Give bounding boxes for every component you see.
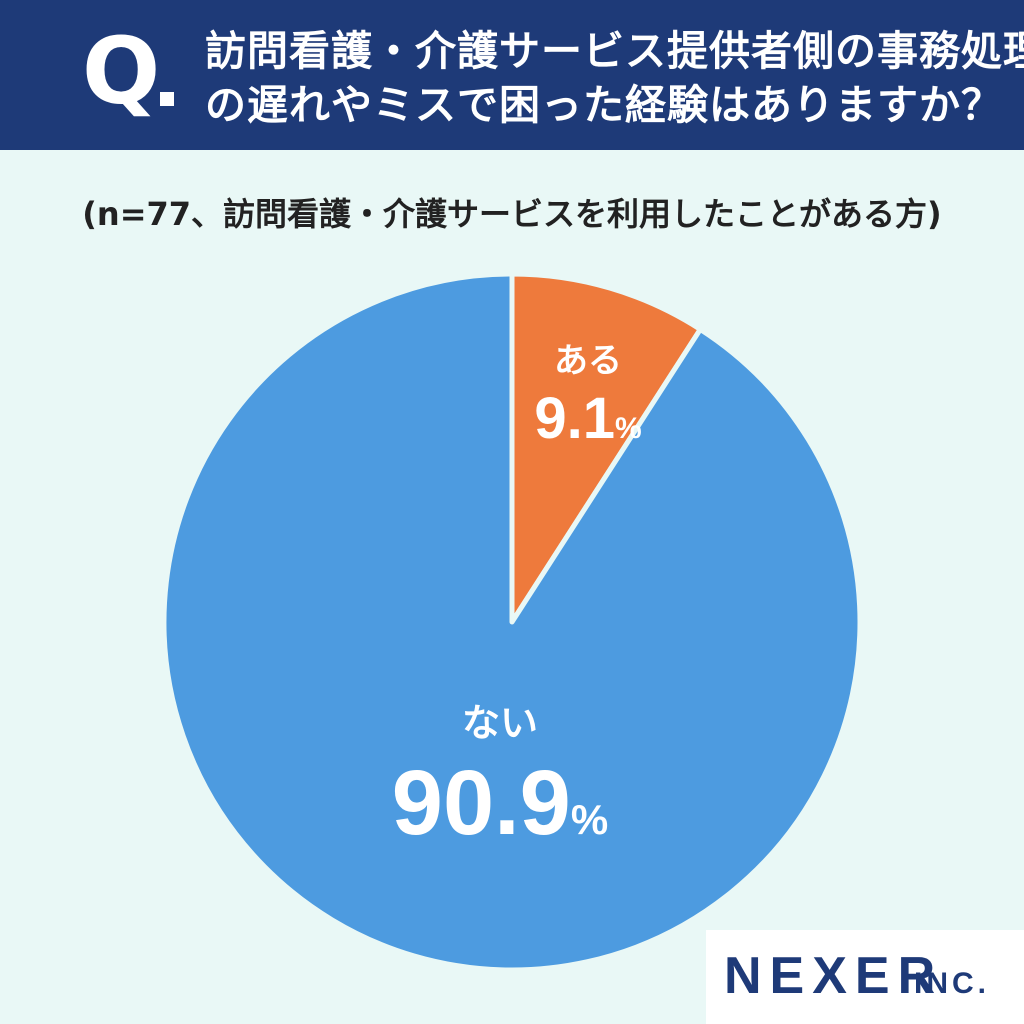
pie-slice-no [161,271,863,973]
slice-value-unit-yes: % [615,412,642,445]
logo-suffix: INC. [914,967,990,1000]
question-text: 訪問看護・介護サービス提供者側の事務処理 の遅れやミスで困った経験はありますか？ [205,24,1024,132]
question-mark-dot [160,92,174,106]
slice-value-number-no: 90.9 [392,752,571,854]
slice-value-yes: 9.1% [534,386,641,451]
slice-value-number-yes: 9.1 [534,386,615,451]
question-line-2: の遅れやミスで困った経験はありますか？ [205,81,1003,129]
slice-value-no: 90.9% [392,752,608,854]
logo-wordmark: NEXER [724,947,944,1005]
sample-note: (n=77、訪問看護・介護サービスを利用したことがある方) [82,195,942,233]
nexer-logo: NEXER INC. [706,930,1024,1024]
question-mark: Q [82,18,161,125]
pie-slice-yes [509,271,703,625]
question-line-1: 訪問看護・介護サービス提供者側の事務処理 [205,27,1024,75]
question-header: Q 訪問看護・介護サービス提供者側の事務処理 の遅れやミスで困った経験はあります… [0,0,1024,150]
slice-label-no: ない [462,701,538,745]
slice-value-unit-no: % [571,796,608,843]
slice-label-yes: ある [554,341,622,381]
